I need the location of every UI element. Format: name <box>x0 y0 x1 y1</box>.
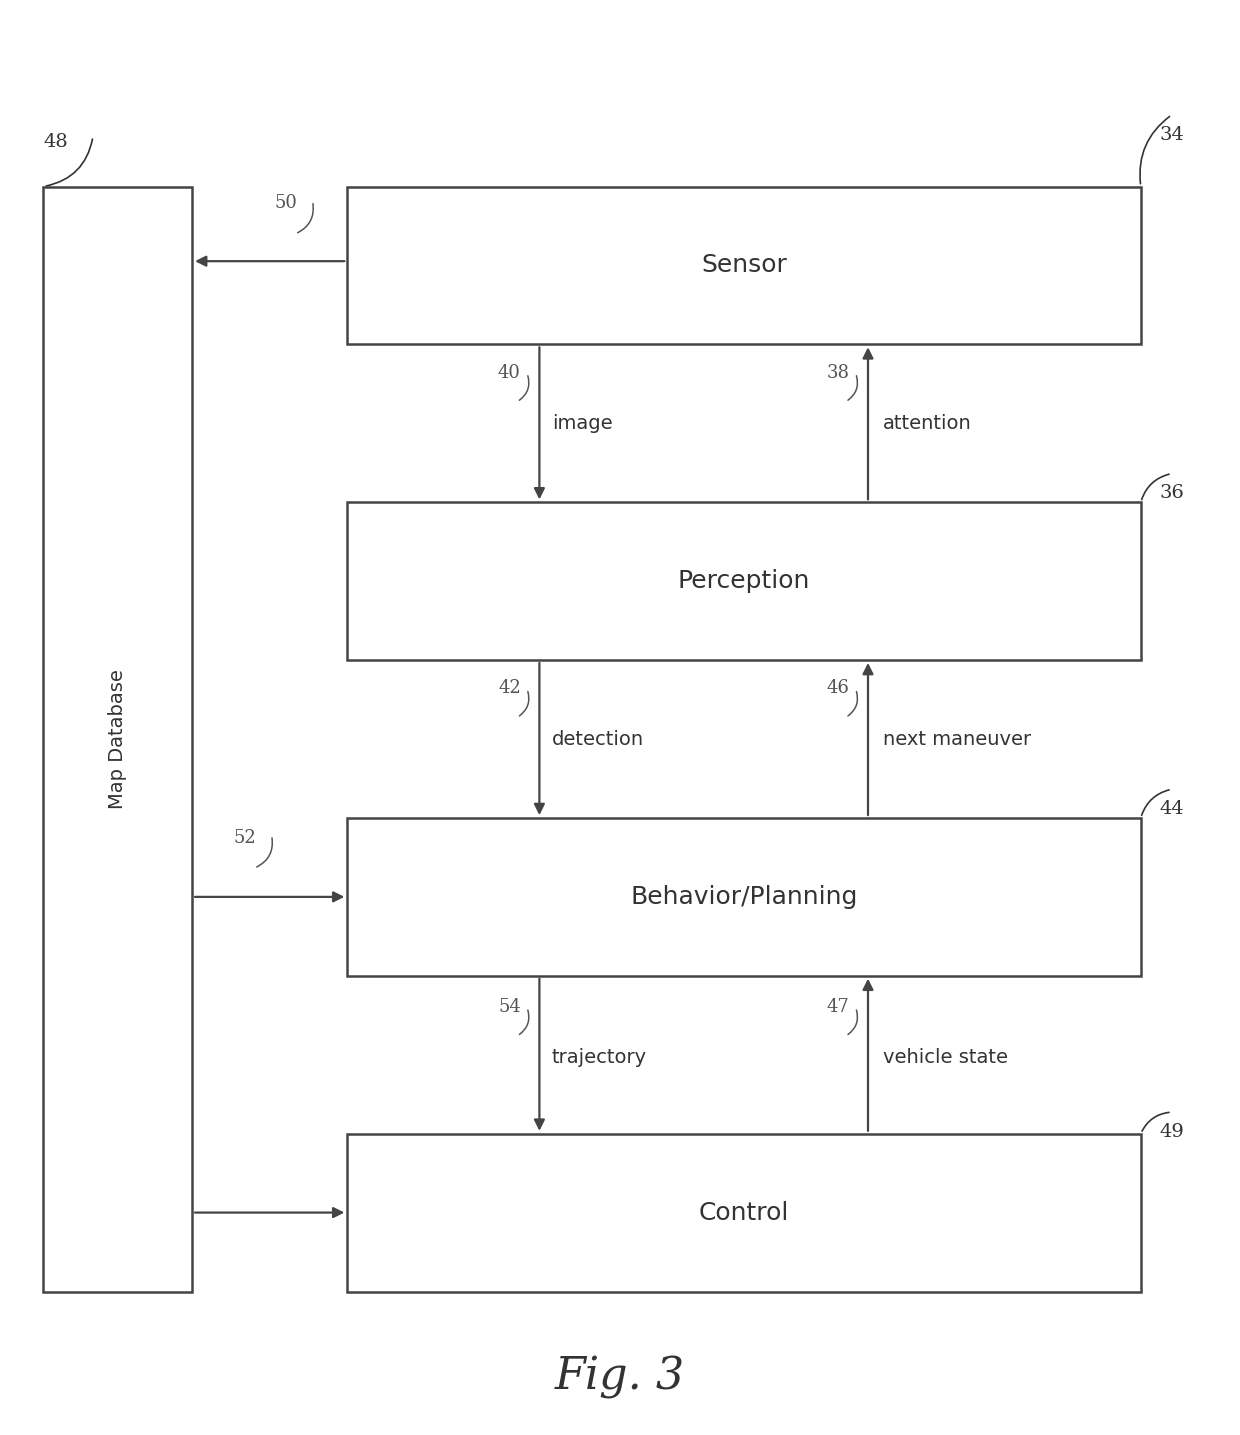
Text: vehicle state: vehicle state <box>883 1048 1008 1068</box>
Text: 38: 38 <box>826 363 849 382</box>
Text: 34: 34 <box>1159 125 1184 144</box>
Text: Perception: Perception <box>678 570 810 593</box>
Text: Behavior/Planning: Behavior/Planning <box>630 885 858 908</box>
Text: next maneuver: next maneuver <box>883 729 1030 749</box>
Text: Map Database: Map Database <box>108 669 128 809</box>
FancyBboxPatch shape <box>347 1134 1141 1292</box>
FancyBboxPatch shape <box>43 187 192 1292</box>
Text: 47: 47 <box>827 997 849 1016</box>
Text: 48: 48 <box>43 132 68 151</box>
Text: 49: 49 <box>1159 1122 1184 1141</box>
Text: 50: 50 <box>275 194 298 212</box>
Text: image: image <box>552 413 613 433</box>
Text: 46: 46 <box>827 679 849 697</box>
Text: 44: 44 <box>1159 799 1184 818</box>
Text: 52: 52 <box>234 828 257 847</box>
FancyBboxPatch shape <box>347 818 1141 976</box>
Text: 40: 40 <box>498 363 521 382</box>
FancyBboxPatch shape <box>347 187 1141 344</box>
Text: Fig. 3: Fig. 3 <box>554 1356 686 1399</box>
Text: 54: 54 <box>498 997 521 1016</box>
Text: detection: detection <box>552 729 644 749</box>
Text: attention: attention <box>883 413 972 433</box>
Text: Sensor: Sensor <box>701 254 787 277</box>
Text: trajectory: trajectory <box>552 1048 647 1068</box>
FancyBboxPatch shape <box>347 502 1141 660</box>
Text: 36: 36 <box>1159 484 1184 502</box>
Text: 42: 42 <box>498 679 521 697</box>
Text: Control: Control <box>699 1201 789 1224</box>
